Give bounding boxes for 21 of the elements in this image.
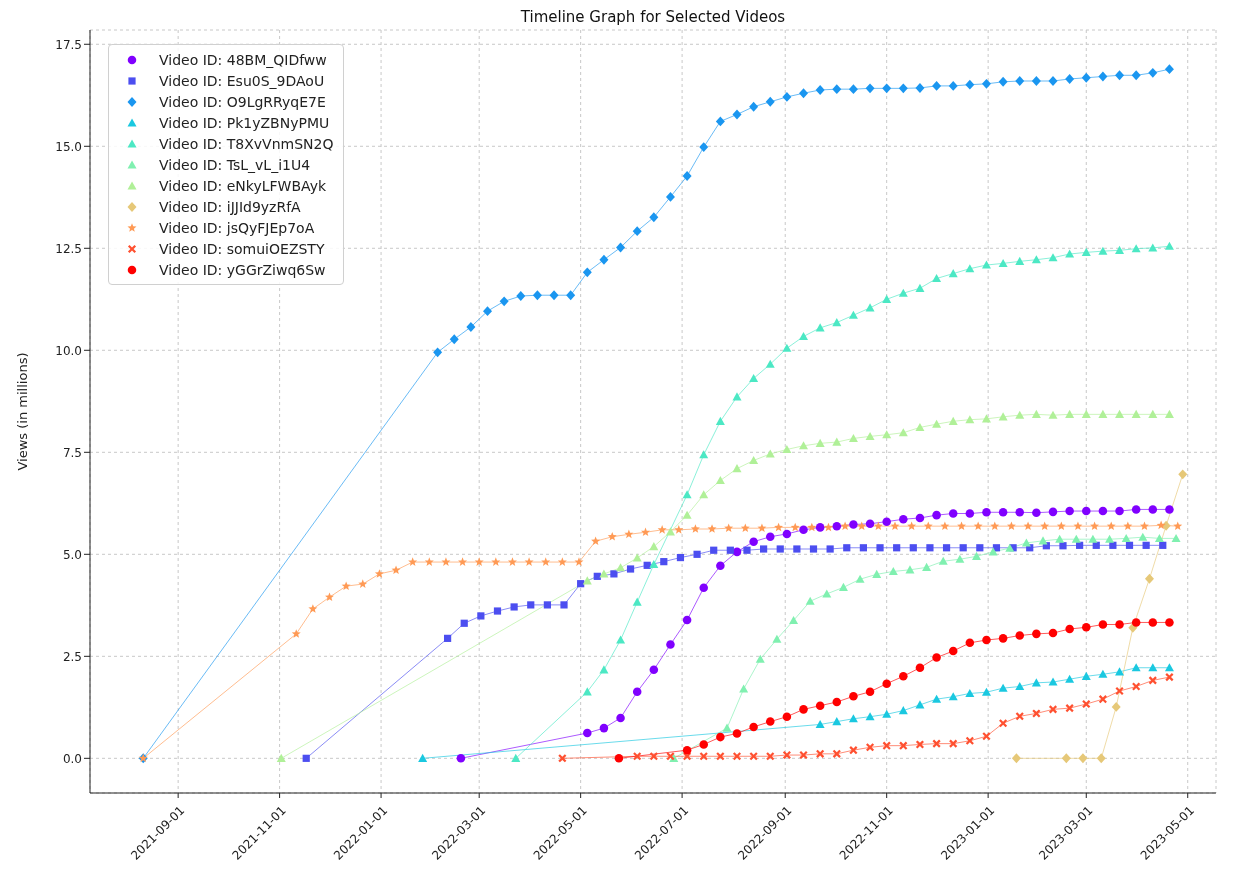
y-tick-label: 0.0 [62, 751, 82, 766]
y-tick-label: 15.0 [55, 139, 82, 154]
legend-label: Video ID: TsL_vL_i1U4 [159, 156, 311, 173]
legend-label: Video ID: T8XvVnmSN2Q [159, 135, 334, 152]
y-tick-label: 12.5 [55, 241, 82, 256]
legend-label: Video ID: Pk1yZBNyPMU [159, 114, 330, 131]
legend-label: Video ID: somuiOEZSTY [159, 240, 325, 257]
y-tick-label: 5.0 [62, 547, 82, 562]
y-tick-label: 10.0 [55, 343, 82, 358]
y-tick-label: 7.5 [62, 445, 82, 460]
y-tick-label: 2.5 [62, 649, 82, 664]
legend-label: Video ID: O9LgRRyqE7E [159, 93, 326, 110]
y-axis-title: Views (in millions) [14, 352, 30, 471]
legend-label: Video ID: jsQyFJEp7oA [159, 219, 315, 236]
legend-label: Video ID: eNkyLFWBAyk [159, 177, 327, 194]
legend-label: Video ID: iJJId9yzRfA [159, 198, 301, 215]
y-tick-label: 17.5 [55, 37, 82, 52]
legend-label: Video ID: yGGrZiwq6Sw [159, 261, 326, 278]
chart-title: Timeline Graph for Selected Videos [519, 8, 787, 26]
legend-label: Video ID: 48BM_QIDfww [159, 51, 327, 68]
legend-label: Video ID: Esu0S_9DAoU [159, 72, 325, 89]
